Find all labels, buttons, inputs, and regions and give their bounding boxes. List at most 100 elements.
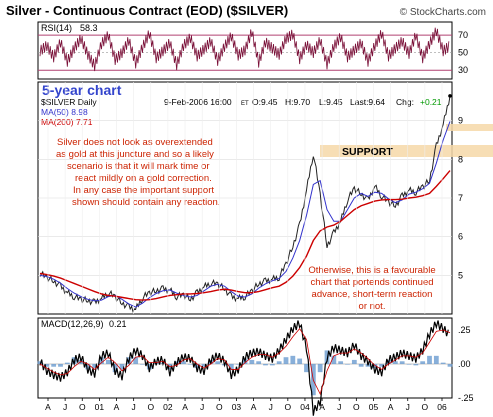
- macd-histogram-bar: [140, 364, 145, 365]
- macd-histogram-bar: [215, 361, 221, 364]
- price-layer: 5 6 7 8 9: [38, 94, 463, 313]
- support-band: [320, 145, 493, 157]
- last-price-marker: [448, 94, 452, 98]
- macd-histogram-bar: [112, 364, 118, 373]
- macd-histogram-bar: [420, 361, 426, 364]
- annotation-line: as gold at this juncture and so a likely: [56, 149, 214, 160]
- price-tick-label: 7: [458, 193, 463, 203]
- x-tick-label: A: [251, 402, 257, 412]
- macd-histogram-bar: [399, 361, 405, 364]
- quote-chg-label: Chg:: [396, 97, 414, 107]
- x-tick-label: 05: [369, 402, 379, 412]
- quote-last: Last:9.64: [350, 97, 385, 107]
- macd-histogram-bar: [119, 364, 125, 370]
- annotation-line: shown should contain any reaction.: [72, 197, 220, 208]
- price-tick-label: 9: [458, 116, 463, 126]
- macd-histogram-bar: [105, 359, 111, 364]
- macd-histogram-bar: [331, 355, 337, 364]
- macd-histogram-bar: [201, 364, 207, 367]
- x-tick-label: O: [285, 402, 292, 412]
- macd-histogram-bar: [351, 359, 357, 364]
- annotation-main: Silver does not look as overextended as …: [56, 137, 220, 208]
- x-tick-label: 06: [437, 402, 447, 412]
- macd-histogram-bar: [413, 364, 419, 366]
- macd-histogram-bar: [290, 355, 296, 364]
- x-tick-label: O: [216, 402, 223, 412]
- quote-date: 9-Feb-2006 16:00: [164, 97, 232, 107]
- rsi-value: 58.3: [80, 23, 98, 33]
- chart-title: Silver - Continuous Contract (EOD) ($SIL…: [6, 3, 288, 18]
- x-tick-label: A: [45, 402, 51, 412]
- x-tick-label: 04: [300, 402, 310, 412]
- macd-histogram-bar: [194, 364, 200, 369]
- macd-histogram-bar: [440, 362, 446, 364]
- legend-ma50: MA(50) 8.98: [41, 107, 88, 117]
- macd-histogram-bar: [174, 361, 180, 364]
- macd-histogram-bar: [263, 364, 268, 366]
- x-tick-label: J: [337, 402, 341, 412]
- annotation-line: advance, short-term reaction: [312, 289, 433, 300]
- ma50-line: [39, 121, 451, 308]
- macd-histogram-bar: [297, 358, 303, 364]
- quote-high: H:9.70: [285, 97, 310, 107]
- macd-histogram-bar: [283, 357, 289, 364]
- annotation-line: react mildly on a gold correction.: [75, 173, 212, 184]
- x-tick-label: A: [114, 402, 120, 412]
- copyright-label[interactable]: © StockCharts.com: [400, 7, 486, 18]
- macd-tick-label: .00: [458, 359, 471, 369]
- rsi-tick-label: 70: [458, 30, 468, 40]
- rsi-tick-label: 50: [458, 48, 468, 58]
- macd-tick-label: .25: [458, 325, 471, 335]
- quote-open: O:9.45: [252, 97, 278, 107]
- x-tick-label: 02: [163, 402, 173, 412]
- macd-histogram-bar: [433, 355, 439, 364]
- x-axis: A J O 01 A J O 02 A J O 03 A J O 04 A J O 05 A J O 06: [45, 82, 447, 412]
- macd-histogram-bar: [71, 357, 77, 364]
- x-tick-label: A: [388, 402, 394, 412]
- macd-histogram-bar: [85, 364, 91, 370]
- macd-histogram-bar: [338, 361, 344, 364]
- macd-histogram-bar: [37, 361, 43, 364]
- macd-histogram-bar: [235, 364, 241, 365]
- macd-histogram-bar: [58, 364, 63, 367]
- macd-histogram-bar: [345, 364, 350, 365]
- rsi-line: [39, 27, 450, 72]
- macd-signal-line: [39, 327, 451, 396]
- x-tick-label: J: [200, 402, 204, 412]
- macd-layer: .25 .00 -.25: [37, 320, 474, 416]
- x-tick-label: O: [353, 402, 360, 412]
- annotation-line: Silver does not look as overextended: [57, 137, 213, 148]
- rsi-layer: 70 50 30: [38, 27, 468, 75]
- macd-histogram-bar: [187, 364, 193, 365]
- quote-low: L:9.45: [319, 97, 343, 107]
- macd-histogram-bar: [249, 359, 255, 364]
- macd-histogram-bar: [379, 364, 385, 367]
- x-tick-label: J: [63, 402, 67, 412]
- price-tick-label: 5: [458, 270, 463, 280]
- annotation-line: chart that portends continued: [310, 277, 433, 288]
- x-tick-label: J: [269, 402, 273, 412]
- macd-value: 0.21: [109, 319, 127, 329]
- price-tick-label: 8: [458, 154, 463, 164]
- x-tick-label: A: [182, 402, 188, 412]
- annotation-line: scenario is that it will mark time or: [67, 161, 210, 172]
- x-tick-label: O: [147, 402, 154, 412]
- ma200-line: [39, 170, 451, 301]
- macd-histogram-bar: [146, 364, 152, 370]
- quote-tz: ET: [241, 101, 249, 107]
- x-tick-label: O: [422, 402, 429, 412]
- symbol-label: $SILVER Daily: [41, 97, 97, 107]
- x-tick-label: J: [132, 402, 136, 412]
- rsi-tick-label: 30: [458, 65, 468, 75]
- macd-histogram-bar: [256, 361, 262, 364]
- annotation-bottom: Otherwise, this is a favourable chart th…: [308, 265, 435, 312]
- macd-histogram-bar: [304, 364, 309, 373]
- macd-tick-label: -.25: [458, 393, 474, 403]
- legend-ma200: MA(200) 7.71: [41, 117, 93, 127]
- macd-histogram-bar: [447, 364, 453, 367]
- macd-histogram-bar: [181, 361, 186, 364]
- rsi-label: RSI(14): [41, 23, 72, 33]
- x-tick-label: 01: [95, 402, 105, 412]
- macd-histogram-bar: [317, 364, 323, 373]
